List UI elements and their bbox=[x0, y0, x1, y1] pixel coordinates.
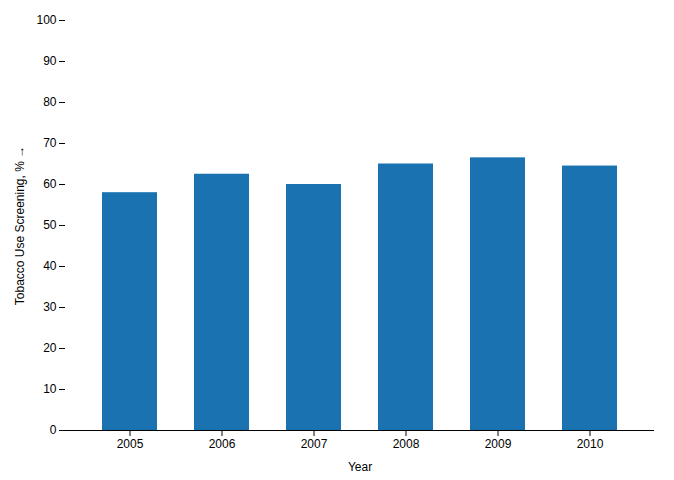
svg-text:30: 30 bbox=[43, 300, 57, 314]
svg-text:Year: Year bbox=[348, 460, 372, 474]
svg-text:2006: 2006 bbox=[209, 437, 236, 451]
svg-text:40: 40 bbox=[43, 259, 57, 273]
svg-text:2005: 2005 bbox=[117, 437, 144, 451]
svg-text:Tobacco Use Screening, % →: Tobacco Use Screening, % → bbox=[13, 146, 27, 305]
svg-text:0: 0 bbox=[50, 423, 57, 437]
svg-text:20: 20 bbox=[43, 341, 57, 355]
svg-text:70: 70 bbox=[43, 136, 57, 150]
svg-text:2007: 2007 bbox=[301, 437, 328, 451]
svg-text:90: 90 bbox=[43, 54, 57, 68]
svg-text:2009: 2009 bbox=[485, 437, 512, 451]
svg-text:100: 100 bbox=[36, 13, 56, 27]
svg-text:2010: 2010 bbox=[577, 437, 604, 451]
svg-text:50: 50 bbox=[43, 218, 57, 232]
svg-text:60: 60 bbox=[43, 177, 57, 191]
svg-text:2008: 2008 bbox=[393, 437, 420, 451]
svg-text:80: 80 bbox=[43, 95, 57, 109]
svg-text:10: 10 bbox=[43, 382, 57, 396]
